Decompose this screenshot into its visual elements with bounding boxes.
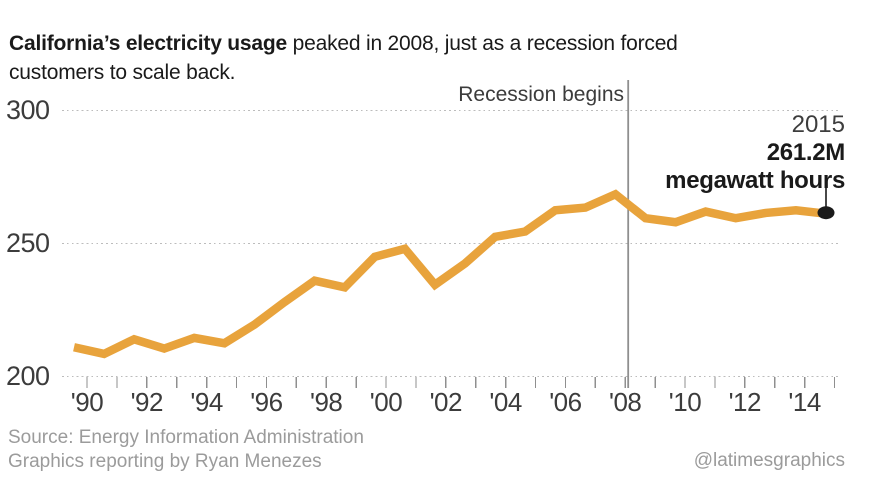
x-axis-label-2010: '10 (668, 387, 702, 417)
x-axis-label-2006: '06 (549, 387, 582, 417)
chart-title-bold: California’s electricity usage (9, 32, 288, 55)
endpoint-dot (817, 206, 835, 220)
x-axis-label-1992: '92 (130, 387, 164, 417)
endpoint-year-label: 2015 (791, 111, 845, 138)
source-line2: Graphics reporting by Ryan Menezes (8, 451, 322, 472)
x-axis-label-2014: '14 (788, 387, 821, 417)
endpoint-unit-label: megawatt hours (665, 167, 845, 194)
x-axis-label-1990: '90 (70, 387, 104, 417)
x-axis-label-1996: '96 (250, 387, 283, 417)
x-axis-label-2008: '08 (608, 387, 642, 417)
x-axis-label-1994: '94 (190, 387, 223, 417)
x-axis-label-2000: '00 (369, 387, 403, 417)
recession-annotation-label: Recession begins (458, 83, 624, 106)
x-axis-label-2004: '04 (489, 387, 522, 417)
credit-handle: @latimesgraphics (693, 450, 845, 471)
x-axis-label-2002: '02 (429, 387, 463, 417)
x-axis-label-1998: '98 (309, 387, 343, 417)
chart-title-line2: customers to scale back. (9, 61, 236, 84)
y-axis-label-250: 250 (6, 227, 50, 258)
y-axis-label-200: 200 (6, 360, 50, 391)
chart-title: California’s electricity usage peaked in… (9, 29, 839, 87)
x-axis-label-2012: '12 (728, 387, 762, 417)
chart-title-regular: peaked in 2008, just as a recession forc… (287, 32, 678, 55)
endpoint-annotation: 2015 261.2M megawatt hours (665, 111, 845, 195)
source-line1: Source: Energy Information Administratio… (8, 427, 364, 448)
source-note: Source: Energy Information Administratio… (8, 426, 364, 474)
usage-line (73, 189, 827, 359)
y-axis-label-300: 300 (6, 94, 50, 125)
endpoint-value-label: 261.2M (766, 139, 846, 166)
